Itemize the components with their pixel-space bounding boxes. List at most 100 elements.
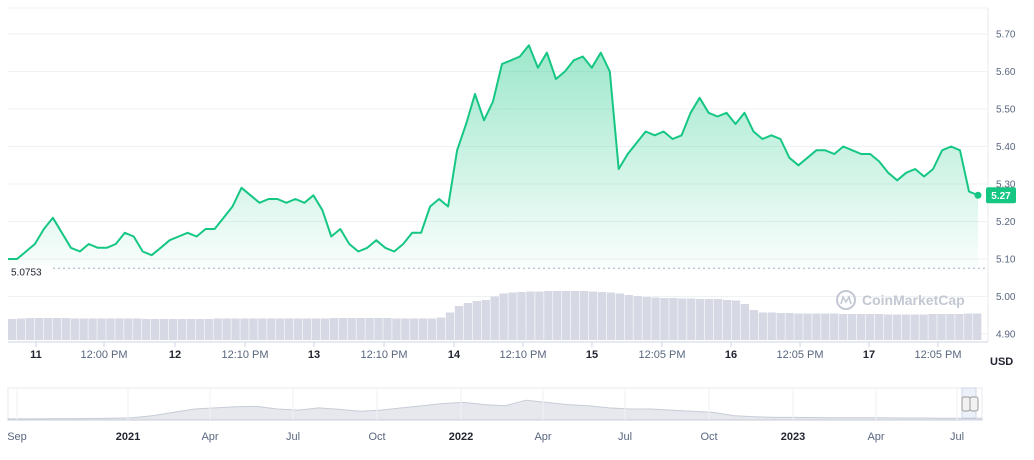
volume-bar xyxy=(464,303,472,340)
navigator-handle-left[interactable] xyxy=(962,397,970,411)
navigator-tick-label: Oct xyxy=(368,431,385,443)
watermark-text: CoinMarketCap xyxy=(862,292,965,308)
volume-bar xyxy=(723,300,731,340)
volume-bar xyxy=(133,319,141,341)
volume-bar xyxy=(231,319,239,341)
volume-bar xyxy=(857,314,865,340)
volume-bar xyxy=(356,318,364,340)
volume-bar xyxy=(79,319,87,341)
volume-bar xyxy=(768,313,776,341)
volume-bar xyxy=(62,318,70,340)
volume-bar xyxy=(196,319,204,340)
volume-bar xyxy=(964,314,972,341)
navigator-tick-label: Apr xyxy=(201,431,218,443)
volume-bar xyxy=(508,293,516,341)
y-tick-label: 5.60 xyxy=(996,67,1016,78)
volume-bar xyxy=(169,319,177,340)
x-tick-label: 11 xyxy=(30,349,42,361)
volume-bar xyxy=(276,319,284,341)
volume-bar xyxy=(53,318,61,340)
volume-bar xyxy=(428,319,436,341)
volume-bar xyxy=(491,297,499,341)
x-tick-label: 12:05 PM xyxy=(914,349,961,361)
x-tick-label: 12:10 PM xyxy=(360,349,407,361)
volume-bar xyxy=(258,319,266,341)
volume-bar xyxy=(44,318,52,340)
volume-bar xyxy=(678,299,686,341)
volume-bar xyxy=(348,318,356,340)
volume-bar xyxy=(794,314,802,341)
navigator-tick-label: 2021 xyxy=(116,431,140,443)
volume-bar xyxy=(571,291,579,340)
volume-bar xyxy=(741,304,749,340)
volume-bar xyxy=(821,314,829,341)
volume-bar xyxy=(124,319,132,341)
x-tick-label: 12:05 PM xyxy=(776,349,823,361)
volume-bar xyxy=(955,314,963,340)
volume-bar xyxy=(660,298,668,340)
volume-bar xyxy=(240,319,248,341)
volume-bar xyxy=(875,314,883,340)
volume-bar xyxy=(687,299,695,341)
y-tick-label: 4.90 xyxy=(996,330,1016,341)
volume-bar xyxy=(142,319,150,340)
volume-bar xyxy=(401,319,409,341)
volume-bar xyxy=(919,315,927,341)
volume-bar xyxy=(249,319,257,341)
volume-bar xyxy=(205,319,213,340)
navigator-tick-label: Apr xyxy=(867,431,884,443)
volume-bar xyxy=(535,292,543,341)
volume-bar xyxy=(294,319,302,341)
y-tick-label: 5.50 xyxy=(996,105,1016,116)
coinmarketcap-logo-wave-icon xyxy=(841,297,851,304)
volume-bar xyxy=(115,319,123,341)
volume-bar xyxy=(88,319,96,341)
volume-bar xyxy=(803,314,811,341)
volume-bar xyxy=(553,291,561,340)
volume-bar xyxy=(26,318,34,340)
volume-bar xyxy=(562,291,570,340)
volume-bar xyxy=(696,299,704,340)
x-tick-label: 12:05 PM xyxy=(638,349,685,361)
volume-bar xyxy=(589,292,597,341)
volume-bar xyxy=(705,299,713,340)
volume-bar xyxy=(330,318,338,340)
volume-bar xyxy=(625,295,633,340)
volume-bar xyxy=(17,319,25,341)
volume-bar xyxy=(776,313,784,340)
currency-unit-label: USD xyxy=(990,356,1013,368)
volume-bar xyxy=(392,319,400,341)
volume-bar xyxy=(419,319,427,341)
volume-bar xyxy=(848,314,856,340)
volume-bar xyxy=(839,314,847,340)
coinmarketcap-logo-icon xyxy=(837,291,855,309)
volume-bar xyxy=(455,306,463,340)
volume-bar xyxy=(669,298,677,340)
volume-bar xyxy=(8,319,16,340)
volume-bar xyxy=(499,294,507,341)
volume-bar xyxy=(598,292,606,340)
navigator-tick-label: Jul xyxy=(618,431,632,443)
volume-bar xyxy=(482,300,490,340)
navigator-handle-right[interactable] xyxy=(970,397,978,411)
current-price-marker[interactable] xyxy=(975,192,982,199)
navigator-tick-label: Oct xyxy=(700,431,717,443)
price-area-fill xyxy=(8,45,978,270)
y-tick-label: 5.20 xyxy=(996,217,1016,228)
volume-bar xyxy=(616,294,624,341)
navigator-tick-label: Jul xyxy=(950,431,964,443)
volume-bar xyxy=(642,297,650,340)
volume-bar xyxy=(312,319,320,341)
volume-bar xyxy=(928,314,936,340)
volume-bar xyxy=(35,318,43,340)
volume-bar xyxy=(750,310,758,340)
volume-bar xyxy=(160,319,168,340)
volume-bar xyxy=(893,315,901,341)
x-tick-label: 16 xyxy=(725,349,737,361)
navigator-tick-label: Jul xyxy=(286,431,300,443)
navigator-tick-label: 2022 xyxy=(449,431,473,443)
volume-bar xyxy=(446,313,454,341)
volume-bar xyxy=(866,314,874,340)
volume-bar xyxy=(812,314,820,341)
